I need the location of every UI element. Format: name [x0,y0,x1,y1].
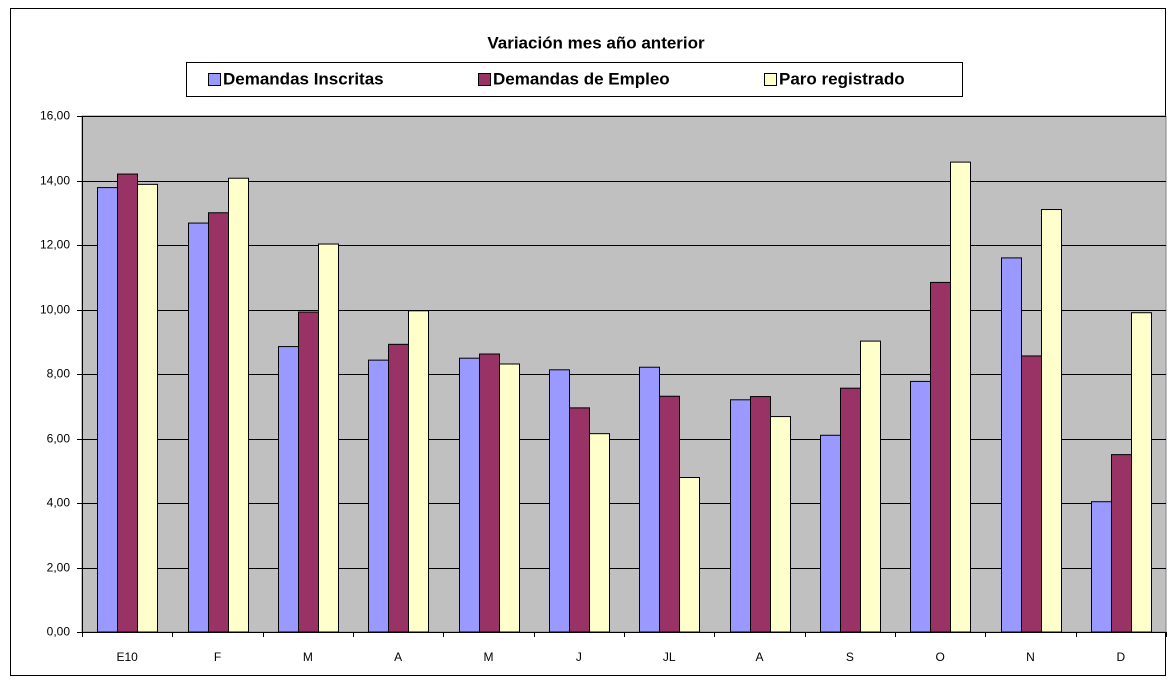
x-tick-label: M [303,650,313,664]
y-tick-label: 12,00 [40,238,70,252]
bar [278,346,299,633]
bar [1111,454,1132,633]
x-tick-label: JL [663,650,676,664]
bar [569,407,590,633]
bar [840,387,861,633]
x-tick-label: S [846,650,854,664]
x-tick-label: N [1026,650,1035,664]
x-tick-label: E10 [116,650,138,664]
y-tick-label: 6,00 [47,432,71,446]
x-tick-label: D [1116,650,1125,664]
x-tick-label: O [935,650,944,664]
y-tick-label: 8,00 [47,367,71,381]
bar [298,311,319,633]
bar [639,366,660,633]
x-tick-label: A [394,650,402,664]
bar [228,177,249,633]
x-tick-label: J [576,650,582,664]
x-tick-label: F [214,650,221,664]
bar [368,359,389,633]
bar [549,369,570,633]
y-tick-label: 4,00 [47,496,71,510]
bar [499,363,520,633]
bar [930,281,951,633]
bar [208,212,229,633]
x-tick-label: M [484,650,494,664]
bar [820,434,841,633]
bar [97,187,118,633]
y-tick-label: 2,00 [47,561,71,575]
bar [1131,312,1152,633]
bar [589,433,610,633]
bar [679,477,700,633]
bar [659,395,680,633]
bar [117,173,138,633]
legend-label: Demandas de Empleo [493,69,670,88]
bar [388,343,409,633]
bar [750,396,771,633]
bar [459,357,480,633]
bar [1021,355,1042,633]
bar [730,399,751,633]
y-tick-label: 16,00 [40,109,70,123]
legend-label: Paro registrado [779,69,905,88]
y-tick-label: 14,00 [40,174,70,188]
legend-label: Demandas Inscritas [223,69,384,88]
bar [188,222,209,633]
bar [910,380,931,633]
bar [770,416,791,633]
bar [318,243,339,633]
bar [860,340,881,633]
y-tick-label: 0,00 [47,625,71,639]
bar [137,183,158,633]
bar [1091,501,1112,633]
legend-swatch [764,73,777,86]
y-tick-label: 10,00 [40,303,70,317]
bar [408,310,429,633]
bar [479,353,500,633]
bar [1041,209,1062,633]
x-tick-label: A [755,650,763,664]
legend-swatch [478,73,491,86]
bar [950,161,971,633]
legend-box [186,62,963,97]
legend-swatch [208,73,221,86]
bar [1001,257,1022,633]
chart-title: Variación mes año anterior [487,33,705,52]
